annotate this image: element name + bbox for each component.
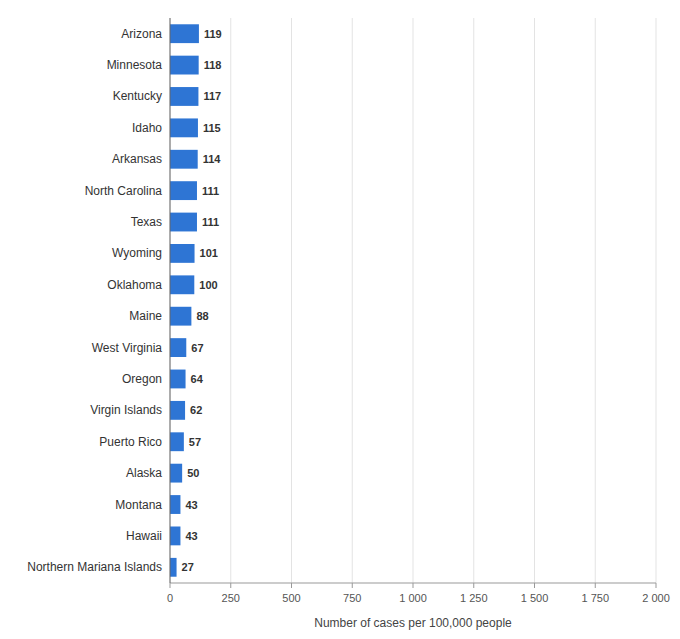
bar: [170, 338, 186, 357]
grid-line: [170, 18, 171, 583]
tick-label: 0: [167, 592, 173, 604]
data-label: 64: [191, 373, 204, 385]
tick-label: 500: [282, 592, 300, 604]
data-label: 114: [203, 153, 222, 165]
category-label: Hawaii: [126, 529, 162, 543]
tick-mark: [170, 583, 171, 588]
grid-line: [413, 18, 414, 583]
grid-line: [352, 18, 353, 583]
tick-label: 2 000: [642, 592, 670, 604]
category-label: Alaska: [126, 466, 162, 480]
category-label: North Carolina: [85, 184, 163, 198]
grid-line: [230, 18, 231, 583]
category-label: West Virginia: [92, 341, 163, 355]
category-label: Montana: [115, 498, 162, 512]
bar: [170, 24, 199, 43]
data-label: 43: [185, 530, 197, 542]
bar: [170, 87, 198, 106]
category-label: Arkansas: [112, 152, 162, 166]
data-label: 50: [187, 467, 199, 479]
data-label: 118: [204, 59, 222, 71]
bar: [170, 432, 184, 451]
tick-mark: [473, 583, 474, 588]
data-label: 43: [185, 499, 197, 511]
tick-mark: [595, 583, 596, 588]
tick-mark: [534, 583, 535, 588]
data-label: 67: [191, 342, 203, 354]
plot-area: 0 250 500 750 1 000 1 250 1 500 1 750 2 000 Numbe…: [27, 18, 670, 630]
grid-line: [595, 18, 596, 583]
bars: [170, 24, 199, 576]
category-label: Kentucky: [113, 89, 162, 103]
bar: [170, 464, 182, 483]
tick-label: 1 750: [581, 592, 609, 604]
chart-container: 0 250 500 750 1 000 1 250 1 500 1 750 2 000 Numbe…: [0, 0, 680, 639]
category-label: Minnesota: [107, 58, 163, 72]
tick-mark: [352, 583, 353, 588]
data-label: 100: [199, 279, 217, 291]
data-label: 111: [202, 216, 219, 228]
tick-label: 750: [343, 592, 361, 604]
category-label: Idaho: [132, 121, 162, 135]
grid-line: [291, 18, 292, 583]
x-axis-label: Number of cases per 100,000 people: [314, 616, 512, 630]
category-label: Virgin Islands: [90, 403, 162, 417]
category-label: Northern Mariana Islands: [27, 560, 162, 574]
bar: [170, 181, 197, 200]
x-axis-line: [170, 583, 656, 584]
category-label: Oklahoma: [107, 278, 162, 292]
bar: [170, 275, 194, 294]
bar: [170, 370, 186, 389]
tick-mark: [291, 583, 292, 588]
data-label: 88: [196, 310, 208, 322]
category-label: Oregon: [122, 372, 162, 386]
grid-line: [534, 18, 535, 583]
data-label: 119: [204, 28, 222, 40]
bar: [170, 558, 177, 577]
data-label: 27: [182, 561, 194, 573]
data-label: 101: [200, 247, 218, 259]
bar: [170, 495, 180, 514]
tick-mark: [413, 583, 414, 588]
grid-line: [473, 18, 474, 583]
bar: [170, 213, 197, 232]
tick-label: 1 250: [460, 592, 488, 604]
category-label: Puerto Rico: [99, 435, 162, 449]
x-axis: 0 250 500 750 1 000 1 250 1 500 1 750 2 000: [167, 18, 670, 604]
tick-mark: [230, 583, 231, 588]
bar: [170, 401, 185, 420]
category-label: Texas: [131, 215, 162, 229]
tick-label: 1 500: [521, 592, 549, 604]
labels: 119 118 117 115 114 111 111 101 100 88 67 64 62 57 50 4…: [27, 27, 221, 575]
bar: [170, 56, 199, 75]
grid-line: [656, 18, 657, 583]
chart-svg: 0 250 500 750 1 000 1 250 1 500 1 750 2 000 Numbe…: [0, 0, 680, 639]
tick-label: 1 000: [399, 592, 427, 604]
bar: [170, 244, 195, 263]
zero-line: [170, 18, 171, 583]
bar: [170, 118, 198, 137]
data-label: 115: [203, 122, 221, 134]
data-label: 57: [189, 436, 201, 448]
data-label: 117: [203, 90, 221, 102]
bar: [170, 527, 180, 546]
category-label: Maine: [129, 309, 162, 323]
data-label: 62: [190, 404, 202, 416]
tick-mark: [656, 583, 657, 588]
tick-label: 250: [222, 592, 240, 604]
bar: [170, 150, 198, 169]
data-label: 111: [202, 185, 219, 197]
bar: [170, 307, 191, 326]
category-label: Arizona: [121, 27, 162, 41]
category-label: Wyoming: [112, 246, 162, 260]
background: [0, 0, 680, 639]
